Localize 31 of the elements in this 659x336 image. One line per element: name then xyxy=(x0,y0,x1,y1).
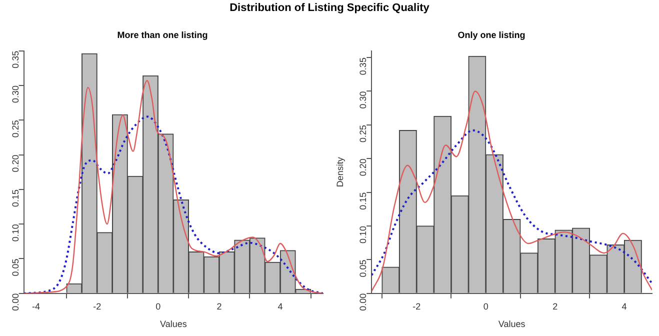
y-tick-label: 0.35 xyxy=(358,58,368,76)
x-tick-label: 0 xyxy=(156,301,161,312)
x-axis-title: Values xyxy=(160,319,188,330)
chart-subtitle: More than one listing xyxy=(117,30,208,40)
y-tick-label: 0.20 xyxy=(10,154,20,172)
y-tick-label: 0.00 xyxy=(10,293,20,311)
y-tick-label: 0.00 xyxy=(358,293,368,311)
x-tick-label: -2 xyxy=(412,301,421,312)
y-tick-label: 0.25 xyxy=(358,124,368,142)
y-tick-label: 0.05 xyxy=(10,258,20,276)
x-tick-label: 2 xyxy=(552,301,558,312)
y-tick-label: 0.30 xyxy=(358,91,368,109)
y-tick-label: 0.10 xyxy=(10,224,20,242)
y-axis-title: Density xyxy=(334,156,345,188)
y-tick-label: 0.15 xyxy=(10,189,20,207)
x-tick-label: 0 xyxy=(483,301,488,312)
y-tick-label: 0.20 xyxy=(358,158,368,176)
y-tick-label: 0.05 xyxy=(358,260,368,278)
x-tick-label: -2 xyxy=(93,301,102,312)
y-tick-label: 0.25 xyxy=(10,120,20,138)
x-tick-label: 4 xyxy=(622,301,627,312)
y-tick-label: 0.30 xyxy=(10,85,20,103)
x-axis-title: Values xyxy=(498,319,526,330)
y-tick-label: 0.10 xyxy=(358,226,368,244)
chart-title: Distribution of Listing Specific Quality xyxy=(228,1,430,16)
y-tick-label: 0.35 xyxy=(10,50,20,68)
x-tick-label: 2 xyxy=(216,301,222,312)
x-tick-label: -4 xyxy=(32,301,40,312)
chart-subtitle: Only one listing xyxy=(458,30,526,40)
y-tick-label: 0.15 xyxy=(358,192,368,210)
x-tick-label: 4 xyxy=(278,301,283,312)
